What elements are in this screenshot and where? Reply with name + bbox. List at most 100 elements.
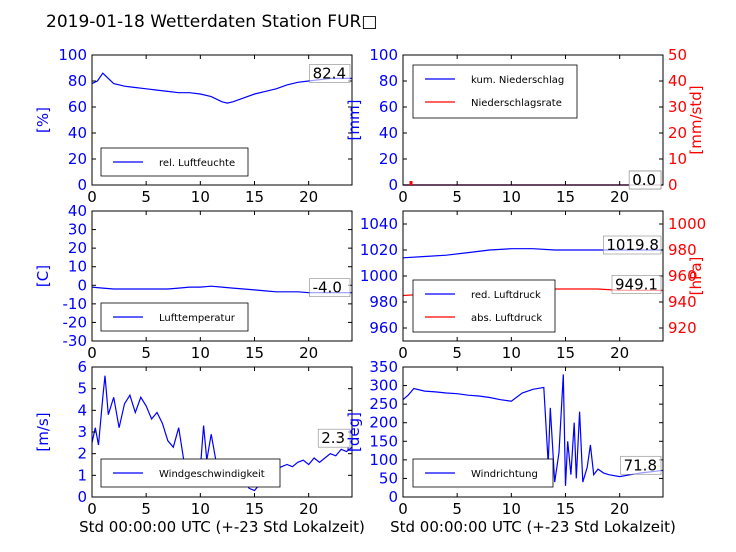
x-tick-label: 10: [502, 344, 521, 362]
y-tick-label: 20: [68, 150, 87, 168]
y-tick-label: 10: [68, 258, 87, 276]
x-tick-label: 5: [452, 500, 462, 518]
x-tick-label: 0: [87, 500, 97, 518]
y-tick-label: 80: [379, 72, 398, 90]
legend-label: Niederschlagsrate: [471, 98, 562, 109]
y-tick-label: 2: [77, 445, 87, 463]
x-tick-label: 20: [299, 500, 318, 518]
x-tick-label: 20: [299, 188, 318, 206]
x-tick-label: 5: [141, 500, 151, 518]
y2-tick-label: 10: [668, 150, 687, 168]
x-tick-label: 15: [245, 344, 264, 362]
y-axis-label: [C]: [34, 265, 52, 287]
y2-tick-label: 40: [668, 72, 687, 90]
y-tick-label: 0: [77, 276, 87, 294]
value-readout: 82.4: [313, 64, 346, 82]
x-tick-label: 5: [141, 344, 151, 362]
x-tick-label: 10: [502, 188, 521, 206]
x-tick-label: 5: [141, 188, 151, 206]
y-tick-label: 40: [68, 124, 87, 142]
value-readout-frame: [603, 235, 662, 255]
y-tick-label: 960: [369, 319, 398, 337]
y-tick-label: 100: [58, 46, 87, 64]
y2-tick-label: 1000: [668, 215, 706, 233]
y-tick-label: -30: [63, 332, 88, 350]
precip-marker: [409, 181, 413, 185]
value-readout-2-frame: [628, 170, 662, 190]
series-line-1: [402, 374, 664, 486]
x-tick-label: 5: [452, 344, 462, 362]
y2-axis-label: [mm/std]: [687, 85, 705, 154]
chart-panel-4: 0 5 10 15 20 960 980 1000 1020 1040 920 940 960 980 10…: [360, 210, 706, 362]
y-tick-label: 30: [68, 221, 87, 239]
y-tick-label: 0: [77, 176, 87, 194]
x-tick-label: 0: [87, 344, 97, 362]
legend-label: kum. Niederschlag: [471, 75, 564, 86]
y-tick-label: 0: [77, 488, 87, 506]
y-axis-label: [%]: [34, 107, 52, 133]
series-line-1: [91, 375, 353, 492]
y-tick-label: 100: [369, 451, 398, 469]
y-tick-label: 200: [369, 414, 398, 432]
axes-frame: [402, 366, 664, 498]
x-tick-label: 15: [556, 344, 575, 362]
y-tick-label: 40: [68, 202, 87, 220]
value-readout-2: 0.0: [632, 171, 656, 189]
y-axis-label: [mm]: [345, 100, 363, 141]
y2-tick-label: 50: [668, 46, 687, 64]
y-tick-label: 250: [369, 395, 398, 413]
y-tick-label: 60: [379, 98, 398, 116]
y-tick-label: 100: [369, 46, 398, 64]
x-tick-label: 0: [87, 188, 97, 206]
legend-label: Windgeschwindigkeit: [159, 469, 265, 480]
value-readout-frame: [309, 278, 351, 298]
axes-frame: [91, 210, 353, 342]
chart-panel-2: 0 5 10 15 20 0 20 40 60 80 100 0 10 20 30 40 50 [mm] [mm/s…: [345, 46, 705, 206]
y2-tick-label: 920: [668, 319, 697, 337]
legend-label: abs. Luftdruck: [471, 313, 542, 324]
x-axis-label: Std 00:00:00 UTC (+-23 Std Lokalzeit): [390, 518, 676, 536]
axes-frame: [402, 54, 664, 186]
value-readout-frame: [620, 455, 662, 475]
series-line-1: [91, 72, 352, 104]
x-tick-label: 0: [398, 344, 408, 362]
y2-axis-label: [hPa]: [687, 257, 705, 296]
legend-label: Lufttemperatur: [159, 313, 236, 324]
legend-label: red. Luftdruck: [471, 290, 541, 301]
y-tick-label: 1000: [360, 267, 398, 285]
y-tick-label: 80: [68, 72, 87, 90]
y-tick-label: 6: [77, 358, 87, 376]
y-tick-label: 0: [388, 488, 398, 506]
y2-tick-label: 960: [668, 267, 697, 285]
y-tick-label: 4: [77, 401, 87, 419]
chart-panel-1: 0 5 10 15 20 0 20 40 60 80 100 [%] rel. Luftfeuchte 8…: [34, 46, 353, 206]
y-tick-label: 150: [369, 432, 398, 450]
y-tick-label: 980: [369, 293, 398, 311]
y-tick-label: 1020: [360, 241, 398, 259]
chart-panel-3: 0 5 10 15 20-30-20-10010203040[C]Lufttempera…: [34, 202, 353, 362]
x-tick-label: 15: [245, 188, 264, 206]
x-tick-label: 0: [398, 188, 408, 206]
x-tick-label: 20: [299, 344, 318, 362]
x-tick-label: 10: [191, 344, 210, 362]
y-tick-label: 20: [379, 150, 398, 168]
y2-tick-label: 0: [668, 176, 678, 194]
value-readout-frame: [309, 64, 351, 83]
value-readout: -4.0: [313, 279, 342, 297]
series-line-1: [91, 285, 352, 294]
legend-box: [412, 279, 556, 333]
y2-tick-label: 30: [668, 98, 687, 116]
x-tick-label: 5: [452, 188, 462, 206]
x-tick-label: 20: [610, 188, 629, 206]
x-tick-label: 10: [502, 500, 521, 518]
legend-label: Windrichtung: [471, 469, 538, 480]
x-tick-label: 10: [191, 188, 210, 206]
x-tick-label: 10: [191, 500, 210, 518]
y-tick-label: -20: [63, 313, 88, 331]
x-tick-label: 15: [556, 188, 575, 206]
y-tick-label: 350: [369, 358, 398, 376]
